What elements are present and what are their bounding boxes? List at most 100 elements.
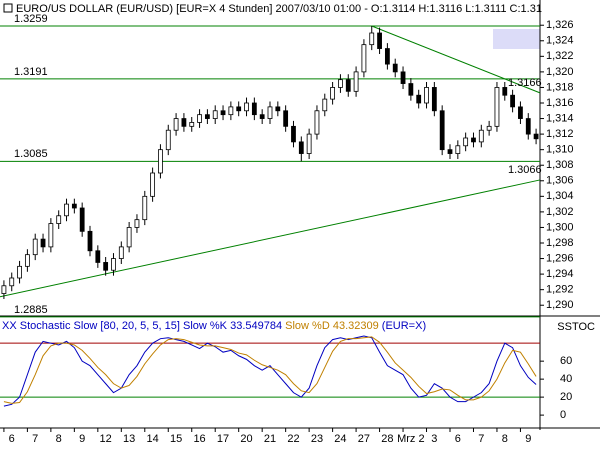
candle-body <box>525 118 531 135</box>
candle-body <box>361 44 367 73</box>
candle-body <box>416 94 422 104</box>
x-tick-label: 6 <box>455 433 461 445</box>
candle-body <box>204 114 210 119</box>
y-tick-label: 1,318 <box>546 81 574 93</box>
candle-body <box>447 149 453 154</box>
candle-body <box>212 110 218 119</box>
trend-label: 1.3066 <box>508 164 542 176</box>
candle-body <box>24 254 30 267</box>
candle-body <box>384 48 390 65</box>
indicator-header-part: Slow %D <box>285 320 330 332</box>
indicator-header-part: Slow %K <box>183 320 228 332</box>
trend-line <box>371 25 541 94</box>
x-tick-label: 8 <box>502 433 508 445</box>
candle-body <box>392 63 398 73</box>
y-tick-label: 0 <box>560 409 566 421</box>
y-tick-label: 1,296 <box>546 252 574 264</box>
indicator-line <box>3 336 537 404</box>
candle-body <box>439 110 445 151</box>
candle-body <box>478 129 484 143</box>
candle-body <box>322 98 328 112</box>
x-tick-label: 24 <box>334 433 346 445</box>
candle-body <box>220 110 226 116</box>
candle-body <box>345 79 351 92</box>
level-label: 1.3259 <box>14 13 48 25</box>
trend-line <box>0 179 541 298</box>
candle-body <box>471 137 476 143</box>
candle-body <box>236 106 242 112</box>
y-tick-label: 1,306 <box>546 175 574 187</box>
y-tick-label: 1,312 <box>546 128 574 140</box>
candle-body <box>330 87 336 100</box>
candle-body <box>118 246 124 259</box>
candle-body <box>338 79 343 88</box>
candle-body <box>134 219 140 228</box>
indicator-header-part: 33.549784 <box>230 320 282 332</box>
candle-body <box>32 238 38 256</box>
x-tick-label: 20 <box>240 433 252 445</box>
candle-body <box>181 118 187 127</box>
y-tick-label: 1,314 <box>546 112 574 124</box>
level-label: 1.2885 <box>14 304 48 316</box>
candle-body <box>17 265 22 279</box>
chart-title: EURO/US DOLLAR (EUR/USD) [EUR=X 4 Stunde… <box>16 3 542 15</box>
candle-body <box>510 94 516 108</box>
candle-body <box>48 223 54 248</box>
candle-body <box>314 110 320 135</box>
level-label: 1.3085 <box>14 148 48 160</box>
indicator-short-name: SSTOC <box>557 321 595 333</box>
candle-body <box>150 172 156 197</box>
candle-body <box>533 133 539 140</box>
candle-body <box>251 102 257 116</box>
candle-body <box>298 141 304 154</box>
candle-body <box>165 129 171 151</box>
x-tick-label: 13 <box>123 433 135 445</box>
candle-body <box>64 203 69 217</box>
indicator-line <box>3 335 537 407</box>
y-tick-label: 1,326 <box>546 19 574 31</box>
y-tick-label: 1,322 <box>546 50 574 62</box>
x-tick-label: 16 <box>193 433 205 445</box>
indicator-header-part: 43.32309 <box>333 320 379 332</box>
candle-body <box>306 133 312 154</box>
y-tick-label: 40 <box>560 373 572 385</box>
candle-body <box>9 277 15 287</box>
candle-body <box>103 262 109 271</box>
candle-body <box>518 106 523 119</box>
candle-body <box>408 83 414 96</box>
y-tick-label: 1,316 <box>546 97 574 109</box>
candle-body <box>283 110 289 127</box>
candle-body <box>259 114 265 119</box>
candle-body <box>494 87 500 127</box>
candle-body <box>486 125 492 131</box>
candle-body <box>95 250 101 263</box>
x-tick-label: 23 <box>311 433 323 445</box>
candle-body <box>424 87 429 104</box>
candle-body <box>502 87 508 96</box>
candle-body <box>369 32 375 46</box>
y-tick-label: 1,324 <box>546 35 574 47</box>
candle-body <box>126 227 132 248</box>
x-tick-label: 9 <box>79 433 85 445</box>
indicator-header-part: XX Stochastic Slow [80, 20, 5, 5, 15] <box>2 320 180 332</box>
candle-body <box>377 32 382 49</box>
trend-label: 1.3166 <box>508 77 542 89</box>
y-tick-label: 1,302 <box>546 206 574 218</box>
indicator-header: XX Stochastic Slow [80, 20, 5, 5, 15] Sl… <box>2 320 426 332</box>
candle-body <box>244 102 249 112</box>
candle-body <box>431 87 437 112</box>
y-tick-label: 1,300 <box>546 221 574 233</box>
candle-body <box>173 118 179 131</box>
y-tick-label: 20 <box>560 391 572 403</box>
price-highlight <box>493 29 540 49</box>
candle-body <box>189 122 195 127</box>
candle-body <box>87 230 93 252</box>
candle-body <box>142 195 148 221</box>
x-tick-label: 12 <box>100 433 112 445</box>
candle-body <box>455 145 461 154</box>
candle-body <box>228 106 234 116</box>
candle-body <box>353 71 359 92</box>
